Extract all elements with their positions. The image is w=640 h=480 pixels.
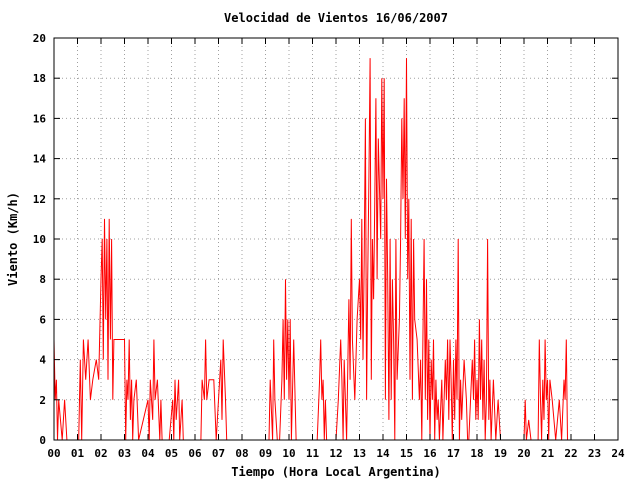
x-tick-label: 06 — [188, 447, 202, 460]
grid-lines — [54, 38, 618, 440]
x-tick-label: 22 — [564, 447, 577, 460]
wind-speed-series-line — [53, 58, 568, 441]
x-tick-label: 07 — [212, 447, 225, 460]
x-tick-label: 12 — [329, 447, 342, 460]
x-tick-label: 11 — [306, 447, 320, 460]
y-tick-label: 6 — [39, 313, 46, 326]
x-tick-label: 15 — [400, 447, 413, 460]
x-tick-label: 17 — [447, 447, 460, 460]
x-tick-label: 16 — [423, 447, 437, 460]
x-tick-label: 24 — [611, 447, 625, 460]
x-tick-label: 21 — [541, 447, 555, 460]
y-tick-label: 14 — [33, 153, 47, 166]
series-layer — [53, 58, 568, 441]
y-tick-label: 20 — [33, 32, 46, 45]
y-axis-label: Viento (Km/h) — [6, 192, 20, 286]
y-tick-label: 8 — [39, 273, 46, 286]
x-tick-label: 10 — [282, 447, 295, 460]
y-axis-ticks: 0 2 4 6 8 10 12 14 16 18 20 — [33, 32, 618, 447]
x-tick-label: 02 — [94, 447, 107, 460]
x-tick-label: 09 — [259, 447, 272, 460]
y-tick-label: 12 — [33, 193, 46, 206]
x-tick-label: 01 — [71, 447, 85, 460]
y-tick-label: 18 — [33, 72, 46, 85]
x-tick-label: 18 — [470, 447, 483, 460]
y-tick-label: 4 — [39, 354, 46, 367]
y-tick-label: 2 — [39, 394, 46, 407]
x-tick-label: 05 — [165, 447, 178, 460]
y-tick-label: 0 — [39, 434, 46, 447]
x-tick-label: 19 — [494, 447, 507, 460]
y-tick-label: 16 — [33, 112, 47, 125]
x-tick-label: 13 — [353, 447, 366, 460]
x-tick-label: 03 — [118, 447, 131, 460]
x-tick-label: 20 — [517, 447, 530, 460]
x-axis-ticks: 00 01 02 03 04 05 06 07 08 09 10 11 12 13 14 15 16 17 18 19… — [47, 38, 625, 460]
x-tick-label: 00 — [47, 447, 60, 460]
x-axis-label: Tiempo (Hora Local Argentina) — [231, 465, 441, 479]
y-tick-label: 10 — [33, 233, 46, 246]
x-tick-label: 23 — [588, 447, 601, 460]
x-tick-label: 14 — [376, 447, 390, 460]
chart-title: Velocidad de Vientos 16/06/2007 — [224, 11, 448, 25]
x-tick-label: 08 — [235, 447, 248, 460]
x-tick-label: 04 — [141, 447, 155, 460]
